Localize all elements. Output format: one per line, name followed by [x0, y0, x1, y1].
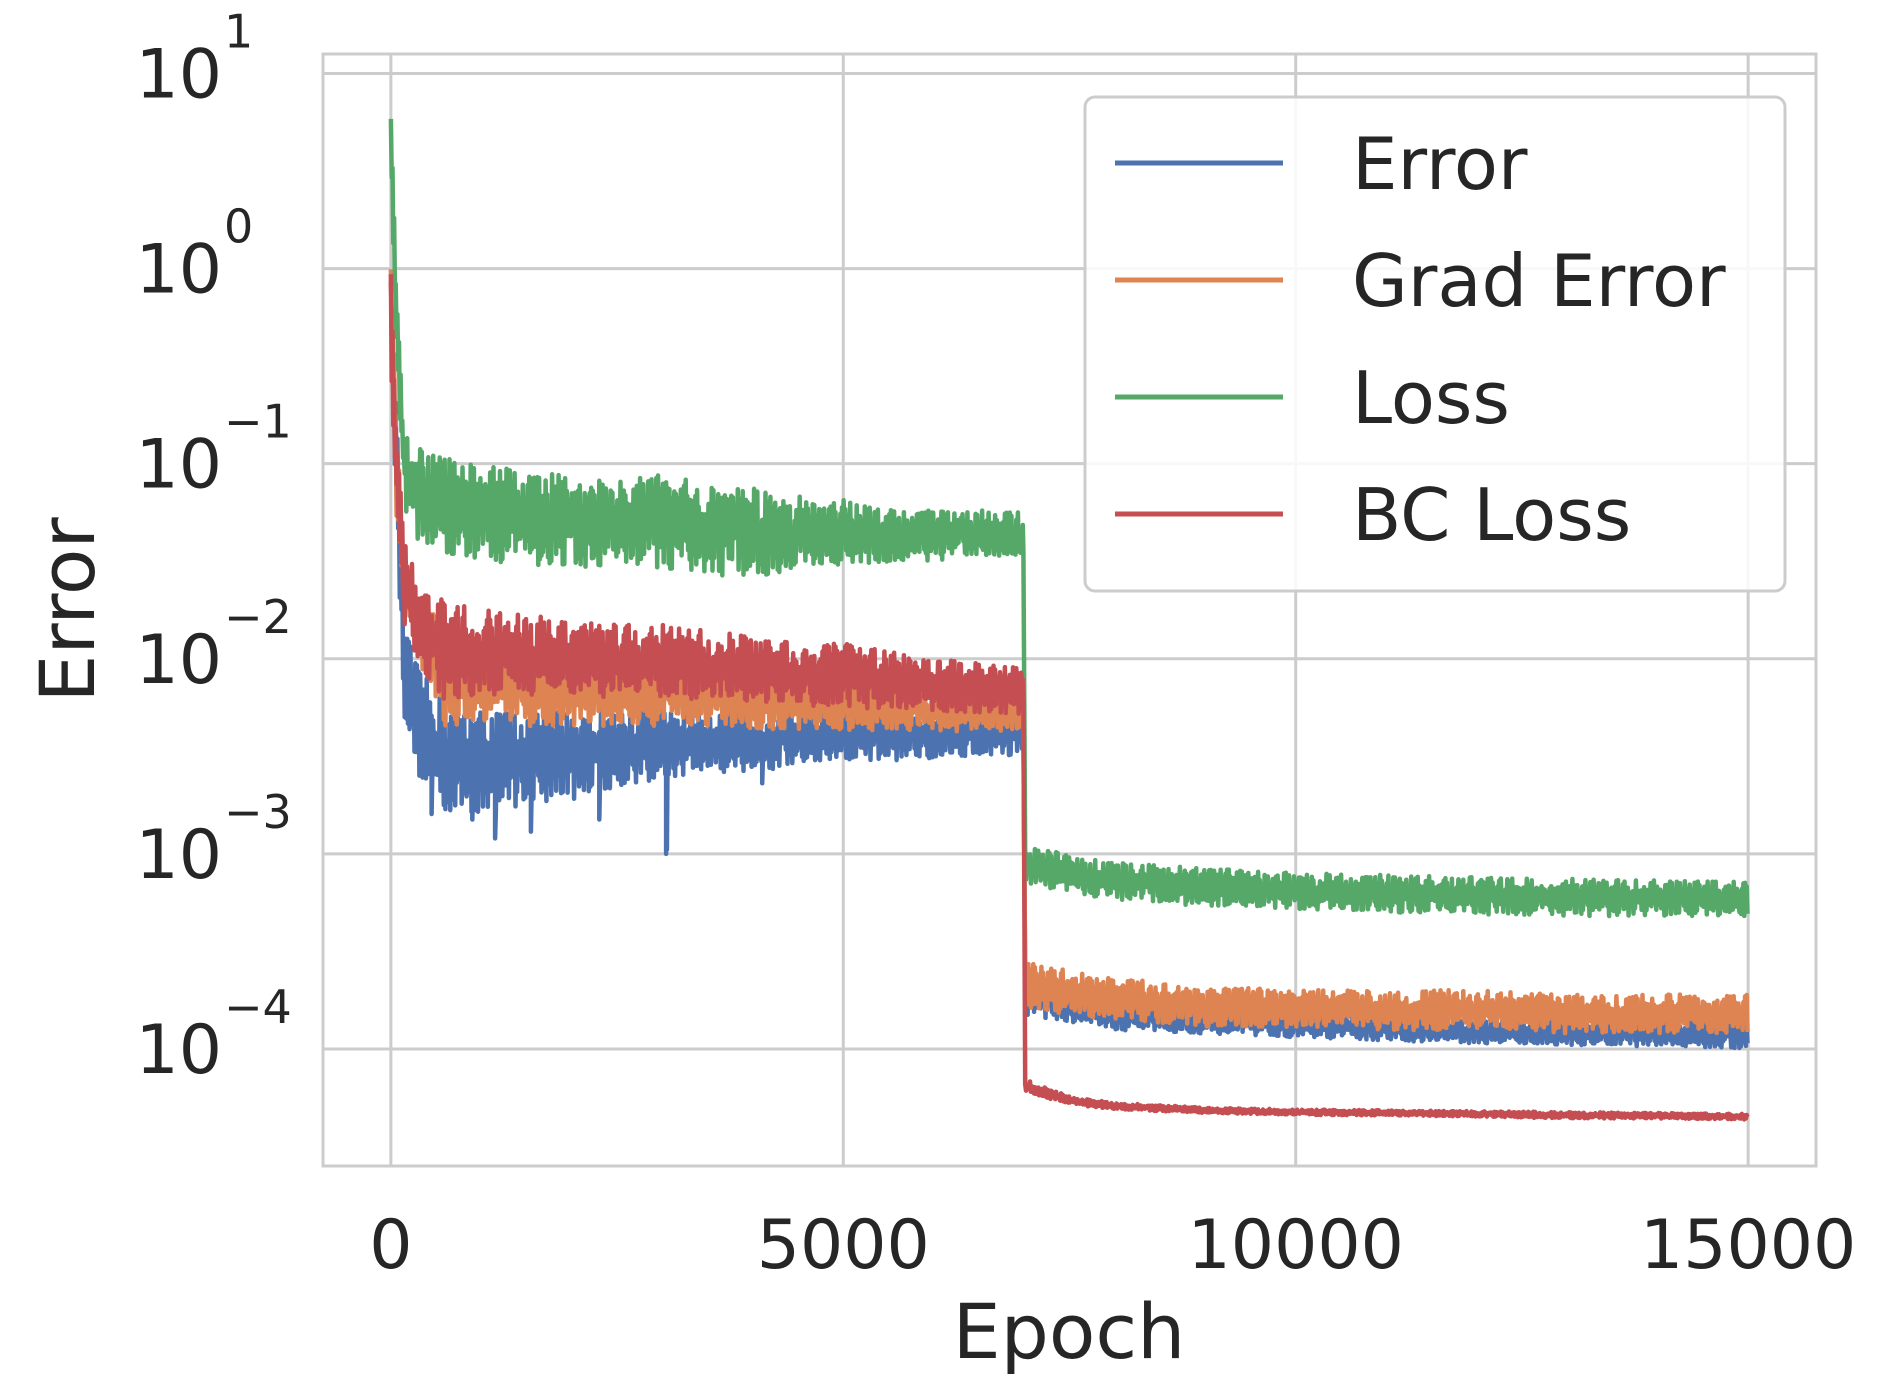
x-tick-label: 10000 [1188, 1206, 1404, 1285]
x-tick-labels: 0 5000 10000 15000 [369, 1206, 1856, 1285]
y-tick-exponent: 1 [224, 5, 253, 59]
legend-label: Grad Error [1352, 239, 1726, 323]
y-axis-label: Error [23, 517, 112, 703]
legend-box [1083, 95, 1787, 593]
series-layer [388, 118, 1750, 1122]
legend-label: Loss [1352, 356, 1510, 440]
legend-label: Error [1352, 122, 1528, 206]
x-axis-label: Epoch [953, 1287, 1186, 1376]
series-line-loss [388, 118, 1750, 919]
y-tick-exponent: −3 [224, 785, 292, 839]
series-line-grad-error [388, 269, 1750, 1036]
y-tick-label: 10 [135, 1011, 222, 1090]
legend: Error Grad Error Loss BC Loss [1083, 95, 1787, 593]
series-line-bc-loss [388, 274, 1750, 1122]
y-tick-label: 10 [135, 36, 222, 115]
y-tick-label: 10 [135, 231, 222, 310]
y-tick-label: 10 [135, 816, 222, 895]
y-tick-exponent: 0 [224, 200, 253, 254]
legend-label: BC Loss [1352, 473, 1631, 557]
x-tick-label: 5000 [757, 1206, 930, 1285]
y-tick-exponent: −4 [224, 980, 292, 1034]
y-tick-exponent: −1 [224, 395, 292, 449]
y-tick-label: 10 [135, 426, 222, 505]
x-tick-label: 0 [369, 1206, 412, 1285]
x-tick-label: 15000 [1640, 1206, 1856, 1285]
y-tick-label: 10 [135, 621, 222, 700]
plot-frame [321, 52, 1818, 1168]
y-tick-exponent: −2 [224, 590, 292, 644]
